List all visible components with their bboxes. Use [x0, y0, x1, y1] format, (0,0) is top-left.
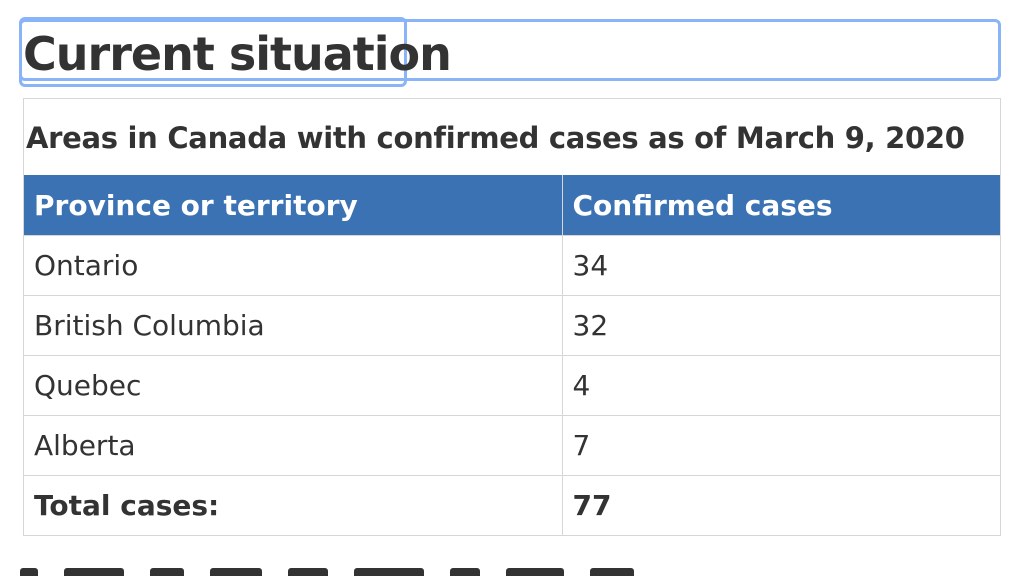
province-cell: Alberta: [24, 415, 563, 476]
clipped-text-line: [20, 568, 720, 576]
header-confirmed-cases: Confirmed cases: [562, 175, 1001, 236]
cases-table: Province or territory Confirmed cases On…: [24, 175, 1001, 535]
cases-cell: 34: [562, 235, 1001, 296]
province-cell: British Columbia: [24, 295, 563, 356]
cases-cell: 7: [562, 415, 1001, 476]
cases-cell: 4: [562, 355, 1001, 416]
page-title: Current situation: [23, 27, 452, 81]
table-header-row: Province or territory Confirmed cases: [24, 175, 1001, 236]
header-province: Province or territory: [24, 175, 563, 236]
table-caption: Areas in Canada with confirmed cases as …: [26, 121, 965, 155]
table-row: British Columbia 32: [24, 295, 1001, 356]
total-label-cell: Total cases:: [24, 475, 563, 535]
table-total-row: Total cases: 77: [24, 475, 1001, 535]
cases-table-container: Areas in Canada with confirmed cases as …: [23, 98, 1001, 536]
province-cell: Quebec: [24, 355, 563, 416]
table-row: Quebec 4: [24, 355, 1001, 416]
cases-cell: 32: [562, 295, 1001, 356]
table-row: Ontario 34: [24, 235, 1001, 296]
heading-focus-outline: [19, 17, 407, 87]
table-row: Alberta 7: [24, 415, 1001, 476]
province-cell: Ontario: [24, 235, 563, 296]
total-value-cell: 77: [562, 475, 1001, 535]
